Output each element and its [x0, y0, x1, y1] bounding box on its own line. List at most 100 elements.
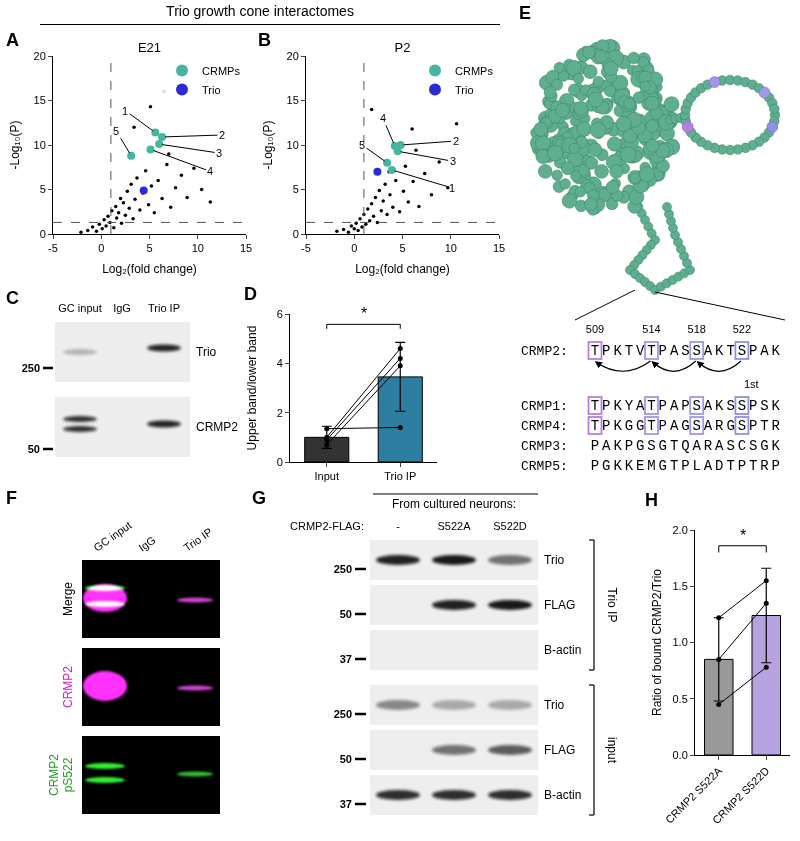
svg-text:A: A [704, 398, 713, 414]
svg-text:50: 50 [340, 608, 352, 620]
svg-text:input: input [605, 737, 619, 764]
svg-text:S: S [749, 438, 757, 454]
svg-text:1st: 1st [744, 378, 759, 390]
svg-text:A: A [760, 343, 769, 359]
svg-text:P: P [681, 458, 689, 474]
svg-text:P: P [625, 438, 633, 454]
svg-text:0: 0 [277, 456, 283, 468]
svg-text:C: C [738, 438, 746, 454]
svg-text:K: K [625, 458, 634, 474]
svg-text:P: P [772, 458, 780, 474]
svg-text:P: P [659, 398, 667, 414]
svg-text:B-actin: B-actin [544, 643, 581, 657]
svg-text:T: T [591, 343, 599, 359]
svg-text:G: G [636, 418, 644, 434]
svg-text:T: T [726, 343, 734, 359]
svg-text:50: 50 [28, 443, 40, 455]
svg-text:250: 250 [22, 362, 40, 374]
svg-text:K: K [613, 343, 622, 359]
svg-text:Log₂(fold change): Log₂(fold change) [102, 262, 197, 276]
svg-text:B-actin: B-actin [544, 788, 581, 802]
svg-text:37: 37 [340, 653, 352, 665]
svg-text:15: 15 [34, 94, 46, 106]
svg-text:K: K [613, 418, 622, 434]
svg-text:Trio IP: Trio IP [148, 302, 180, 314]
svg-text:P: P [681, 398, 689, 414]
svg-text:Trio: Trio [544, 698, 565, 712]
svg-text:CRMPs: CRMPs [202, 65, 240, 77]
svg-text:250: 250 [334, 708, 352, 720]
svg-text:522: 522 [733, 323, 751, 335]
svg-text:10: 10 [287, 139, 299, 151]
svg-text:3: 3 [450, 155, 456, 167]
svg-text:R: R [772, 418, 781, 434]
svg-text:5: 5 [293, 183, 299, 195]
svg-text:A: A [692, 438, 701, 454]
svg-text:1.0: 1.0 [673, 636, 688, 648]
svg-text:4: 4 [207, 165, 213, 177]
svg-text:T: T [591, 398, 599, 414]
svg-text:509: 509 [586, 323, 604, 335]
svg-text:4: 4 [277, 357, 283, 369]
svg-text:A: A [704, 458, 713, 474]
svg-text:Trio: Trio [202, 84, 221, 96]
svg-text:D: D [715, 458, 723, 474]
svg-text:S: S [692, 398, 700, 414]
svg-text:P: P [659, 418, 667, 434]
svg-text:G: G [681, 418, 689, 434]
svg-text:L: L [692, 458, 700, 474]
svg-text:S: S [738, 418, 746, 434]
svg-text:S: S [738, 398, 746, 414]
svg-text:GC input: GC input [91, 519, 133, 554]
svg-text:T: T [591, 418, 599, 434]
svg-text:15: 15 [287, 94, 299, 106]
svg-text:P: P [602, 343, 610, 359]
svg-text:P: P [749, 418, 757, 434]
svg-text:5: 5 [146, 242, 152, 254]
svg-text:0: 0 [98, 242, 104, 254]
svg-text:P: P [591, 458, 599, 474]
svg-text:P: P [602, 398, 610, 414]
svg-text:Input: Input [315, 470, 339, 482]
svg-text:*: * [740, 527, 746, 544]
svg-text:2: 2 [277, 407, 283, 419]
svg-text:P: P [602, 418, 610, 434]
svg-text:T: T [647, 343, 655, 359]
svg-text:M: M [647, 458, 655, 474]
svg-text:E21: E21 [138, 40, 161, 55]
svg-text:K: K [613, 458, 622, 474]
svg-text:CRMP5:: CRMP5: [521, 459, 568, 474]
svg-text:1: 1 [449, 182, 455, 194]
svg-text:K: K [715, 398, 724, 414]
svg-text:50: 50 [340, 753, 352, 765]
svg-text:K: K [715, 343, 724, 359]
svg-text:S: S [681, 343, 689, 359]
svg-text:E: E [636, 458, 644, 474]
svg-text:CRMP2: CRMP2 [47, 754, 61, 796]
svg-text:Trio IP: Trio IP [384, 470, 416, 482]
svg-text:Log₂(fold change): Log₂(fold change) [355, 262, 450, 276]
svg-text:G: G [659, 458, 667, 474]
svg-text:pS522: pS522 [61, 757, 75, 792]
svg-text:GC input: GC input [58, 302, 101, 314]
svg-text:K: K [772, 438, 781, 454]
svg-text:CRMP3:: CRMP3: [521, 439, 568, 454]
svg-text:5: 5 [113, 125, 119, 137]
svg-text:-5: -5 [301, 242, 311, 254]
svg-text:15: 15 [493, 242, 505, 254]
svg-text:6: 6 [277, 308, 283, 320]
svg-text:CRMP4:: CRMP4: [521, 419, 568, 434]
svg-text:T: T [749, 458, 757, 474]
svg-text:S: S [760, 398, 768, 414]
svg-text:10: 10 [192, 242, 204, 254]
svg-text:250: 250 [334, 563, 352, 575]
svg-text:T: T [670, 438, 678, 454]
svg-text:G: G [602, 458, 610, 474]
svg-text:P: P [591, 438, 599, 454]
svg-text:G: G [636, 438, 644, 454]
svg-text:A: A [670, 398, 679, 414]
svg-text:T: T [726, 458, 734, 474]
svg-text:G: G [659, 438, 667, 454]
svg-text:IgG: IgG [136, 534, 157, 554]
svg-text:20: 20 [287, 50, 299, 62]
